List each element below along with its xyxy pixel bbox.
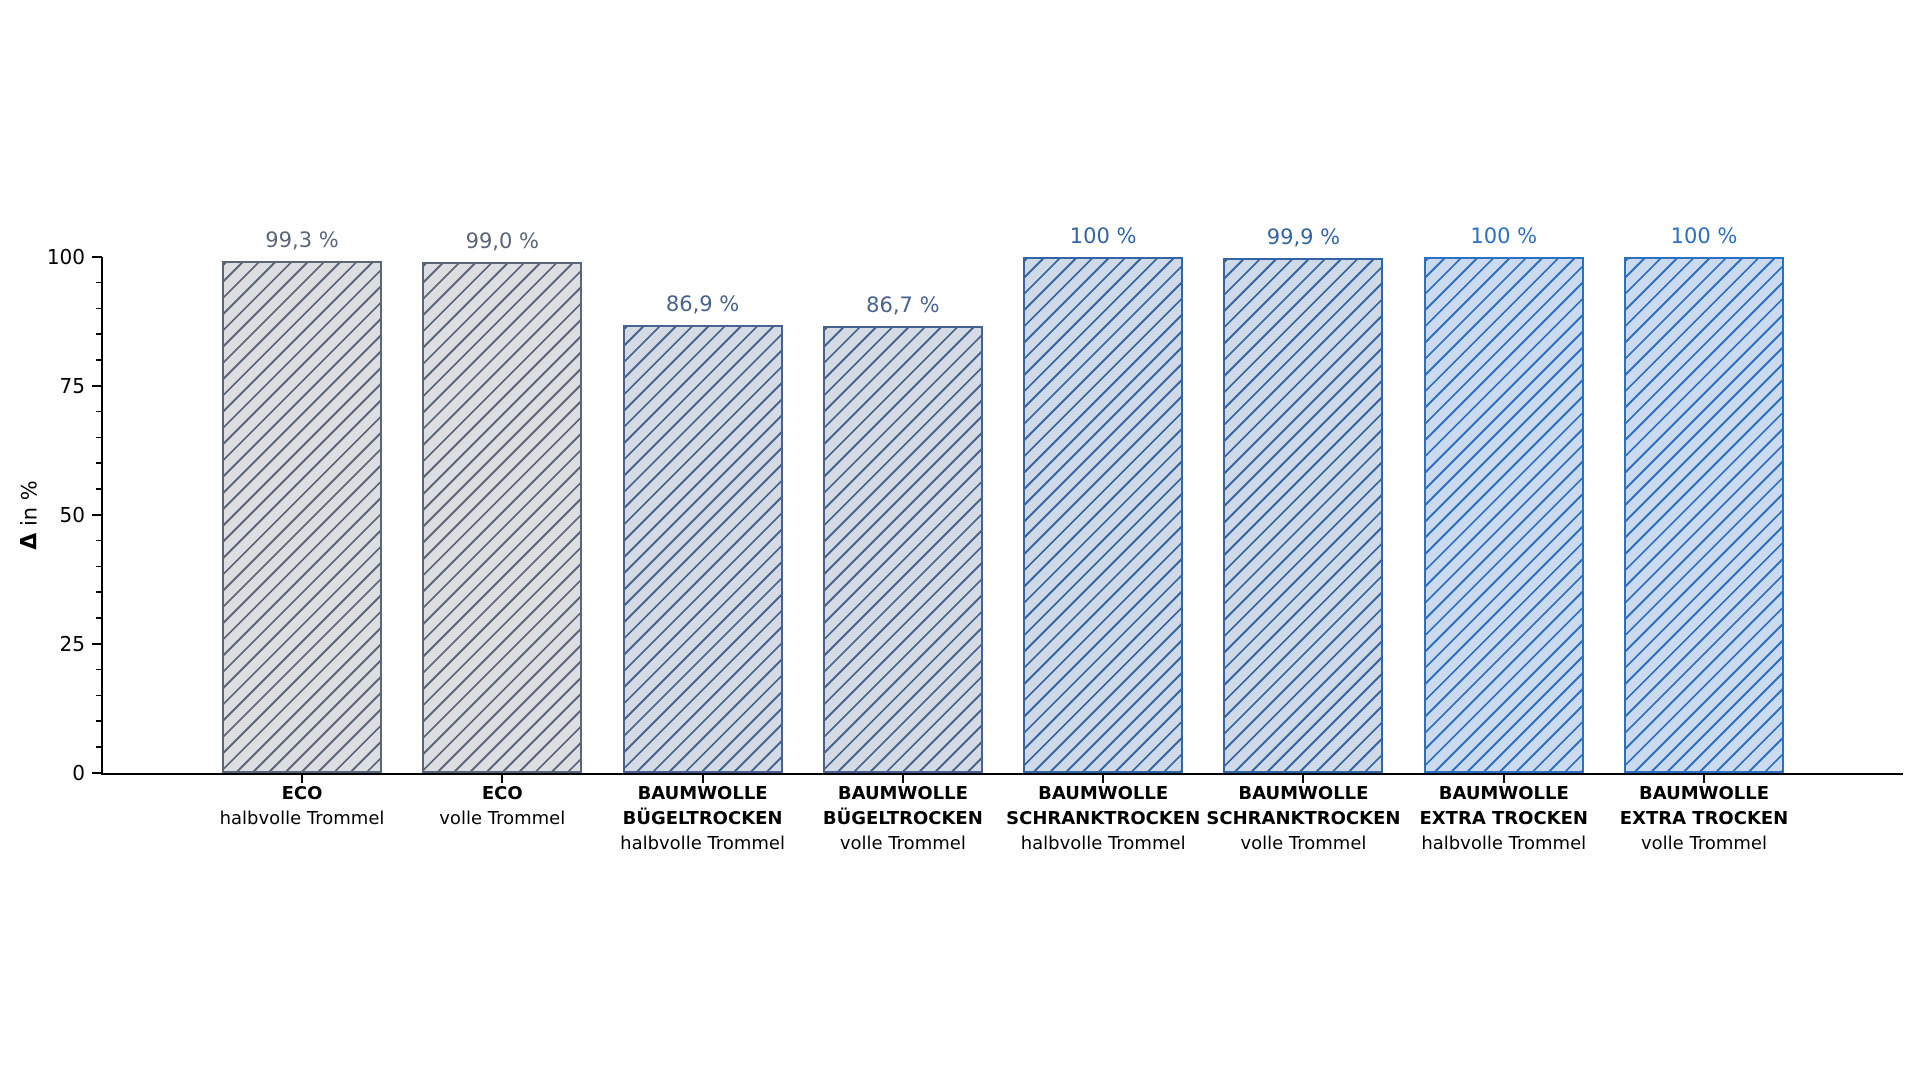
- y-minor-tick: [96, 617, 102, 619]
- x-tick-mark: [1102, 775, 1105, 783]
- x-tick-program: ECO: [481, 783, 523, 804]
- x-tick-mark: [301, 775, 303, 783]
- x-tick-mark: [1703, 775, 1706, 783]
- bar-value-label: 99,0 %: [465, 229, 539, 253]
- x-tick-load: halbvolle Trommel: [1421, 833, 1587, 854]
- x-tick-mark: [1302, 775, 1305, 783]
- x-tick-label: BAUMWOLLE BÜGELTROCKEN volle Trommel: [763, 781, 1043, 856]
- x-tick-program: BAUMWOLLE SCHRANKTROCKEN: [1006, 783, 1201, 829]
- x-tick-mark: [1502, 775, 1505, 783]
- y-tick-label: 75: [59, 374, 85, 398]
- bar: [1624, 257, 1785, 773]
- y-minor-tick: [96, 720, 102, 722]
- y-tick-label: 0: [72, 761, 85, 785]
- x-tick-label: BAUMWOLLE BÜGELTROCKEN halbvolle Trommel: [563, 781, 843, 856]
- x-tick-program: BAUMWOLLE SCHRANKTROCKEN: [1206, 783, 1401, 829]
- y-minor-tick: [96, 694, 102, 697]
- x-tick-load: volle Trommel: [839, 833, 966, 854]
- x-tick-load: volle Trommel: [1240, 833, 1367, 854]
- y-minor-tick: [96, 488, 102, 490]
- bar-value-label: 100 %: [1470, 224, 1538, 248]
- bar: [1023, 257, 1184, 773]
- bar-value-label: 100 %: [1670, 224, 1738, 248]
- x-tick-program: BAUMWOLLE BÜGELTROCKEN: [622, 783, 783, 829]
- x-tick-mark: [901, 775, 904, 783]
- x-tick-label: ECO halbvolle Trommel: [162, 781, 442, 831]
- y-tick-label: 25: [59, 632, 85, 656]
- y-minor-tick: [96, 410, 102, 413]
- bar: [222, 261, 382, 773]
- y-minor-tick: [96, 333, 102, 335]
- x-axis-spine: [101, 773, 1903, 775]
- bar-value-label: 86,7 %: [866, 293, 940, 317]
- x-tick-program: BAUMWOLLE BÜGELTROCKEN: [822, 783, 983, 829]
- y-tick-label: 100: [46, 245, 85, 269]
- bar-value-label: 99,9 %: [1266, 225, 1341, 249]
- x-tick-mark: [701, 775, 704, 783]
- bar-value-label: 100 %: [1069, 224, 1137, 248]
- y-major-tick: [92, 772, 102, 774]
- x-tick-program: BAUMWOLLE EXTRA TROCKEN: [1619, 783, 1789, 829]
- x-tick-mark: [501, 775, 504, 783]
- y-axis-spine: [101, 257, 103, 775]
- y-minor-tick: [96, 746, 102, 748]
- x-tick-program: ECO: [281, 783, 323, 804]
- x-tick-load: halbvolle Trommel: [1020, 833, 1186, 854]
- y-minor-tick: [96, 668, 102, 671]
- y-minor-tick: [96, 307, 102, 310]
- y-minor-tick: [96, 462, 102, 464]
- x-tick-load: halbvolle Trommel: [219, 808, 385, 829]
- x-tick-label: BAUMWOLLE EXTRA TROCKEN halbvolle Tromme…: [1364, 781, 1644, 856]
- x-tick-program: BAUMWOLLE EXTRA TROCKEN: [1419, 783, 1588, 829]
- bar: [422, 262, 583, 773]
- y-minor-tick: [96, 565, 102, 568]
- y-minor-tick: [96, 539, 102, 542]
- y-minor-tick: [96, 591, 102, 593]
- bar-value-label: 86,9 %: [665, 292, 740, 316]
- x-tick-load: volle Trommel: [439, 808, 566, 829]
- bar: [1223, 258, 1384, 773]
- x-tick-label: BAUMWOLLE SCHRANKTROCKEN halbvolle Tromm…: [963, 781, 1243, 856]
- y-major-tick: [92, 385, 102, 387]
- x-tick-label: BAUMWOLLE SCHRANKTROCKEN volle Trommel: [1163, 781, 1443, 856]
- y-tick-label: 50: [59, 503, 85, 527]
- y-major-tick: [92, 256, 102, 258]
- x-tick-load: volle Trommel: [1641, 833, 1767, 854]
- x-tick-label: ECO volle Trommel: [362, 781, 642, 831]
- bar: [1423, 257, 1584, 773]
- delta-symbol: Δ: [17, 532, 43, 550]
- bar: [822, 326, 983, 773]
- x-tick-label: BAUMWOLLE EXTRA TROCKEN volle Trommel: [1564, 781, 1844, 856]
- bar-value-label: 99,3 %: [265, 228, 339, 252]
- y-minor-tick: [96, 359, 102, 361]
- y-major-tick: [92, 643, 102, 645]
- bar: [622, 325, 783, 773]
- y-major-tick: [92, 514, 102, 516]
- x-tick-load: halbvolle Trommel: [620, 833, 785, 854]
- y-minor-tick: [96, 436, 102, 439]
- y-minor-tick: [96, 281, 102, 284]
